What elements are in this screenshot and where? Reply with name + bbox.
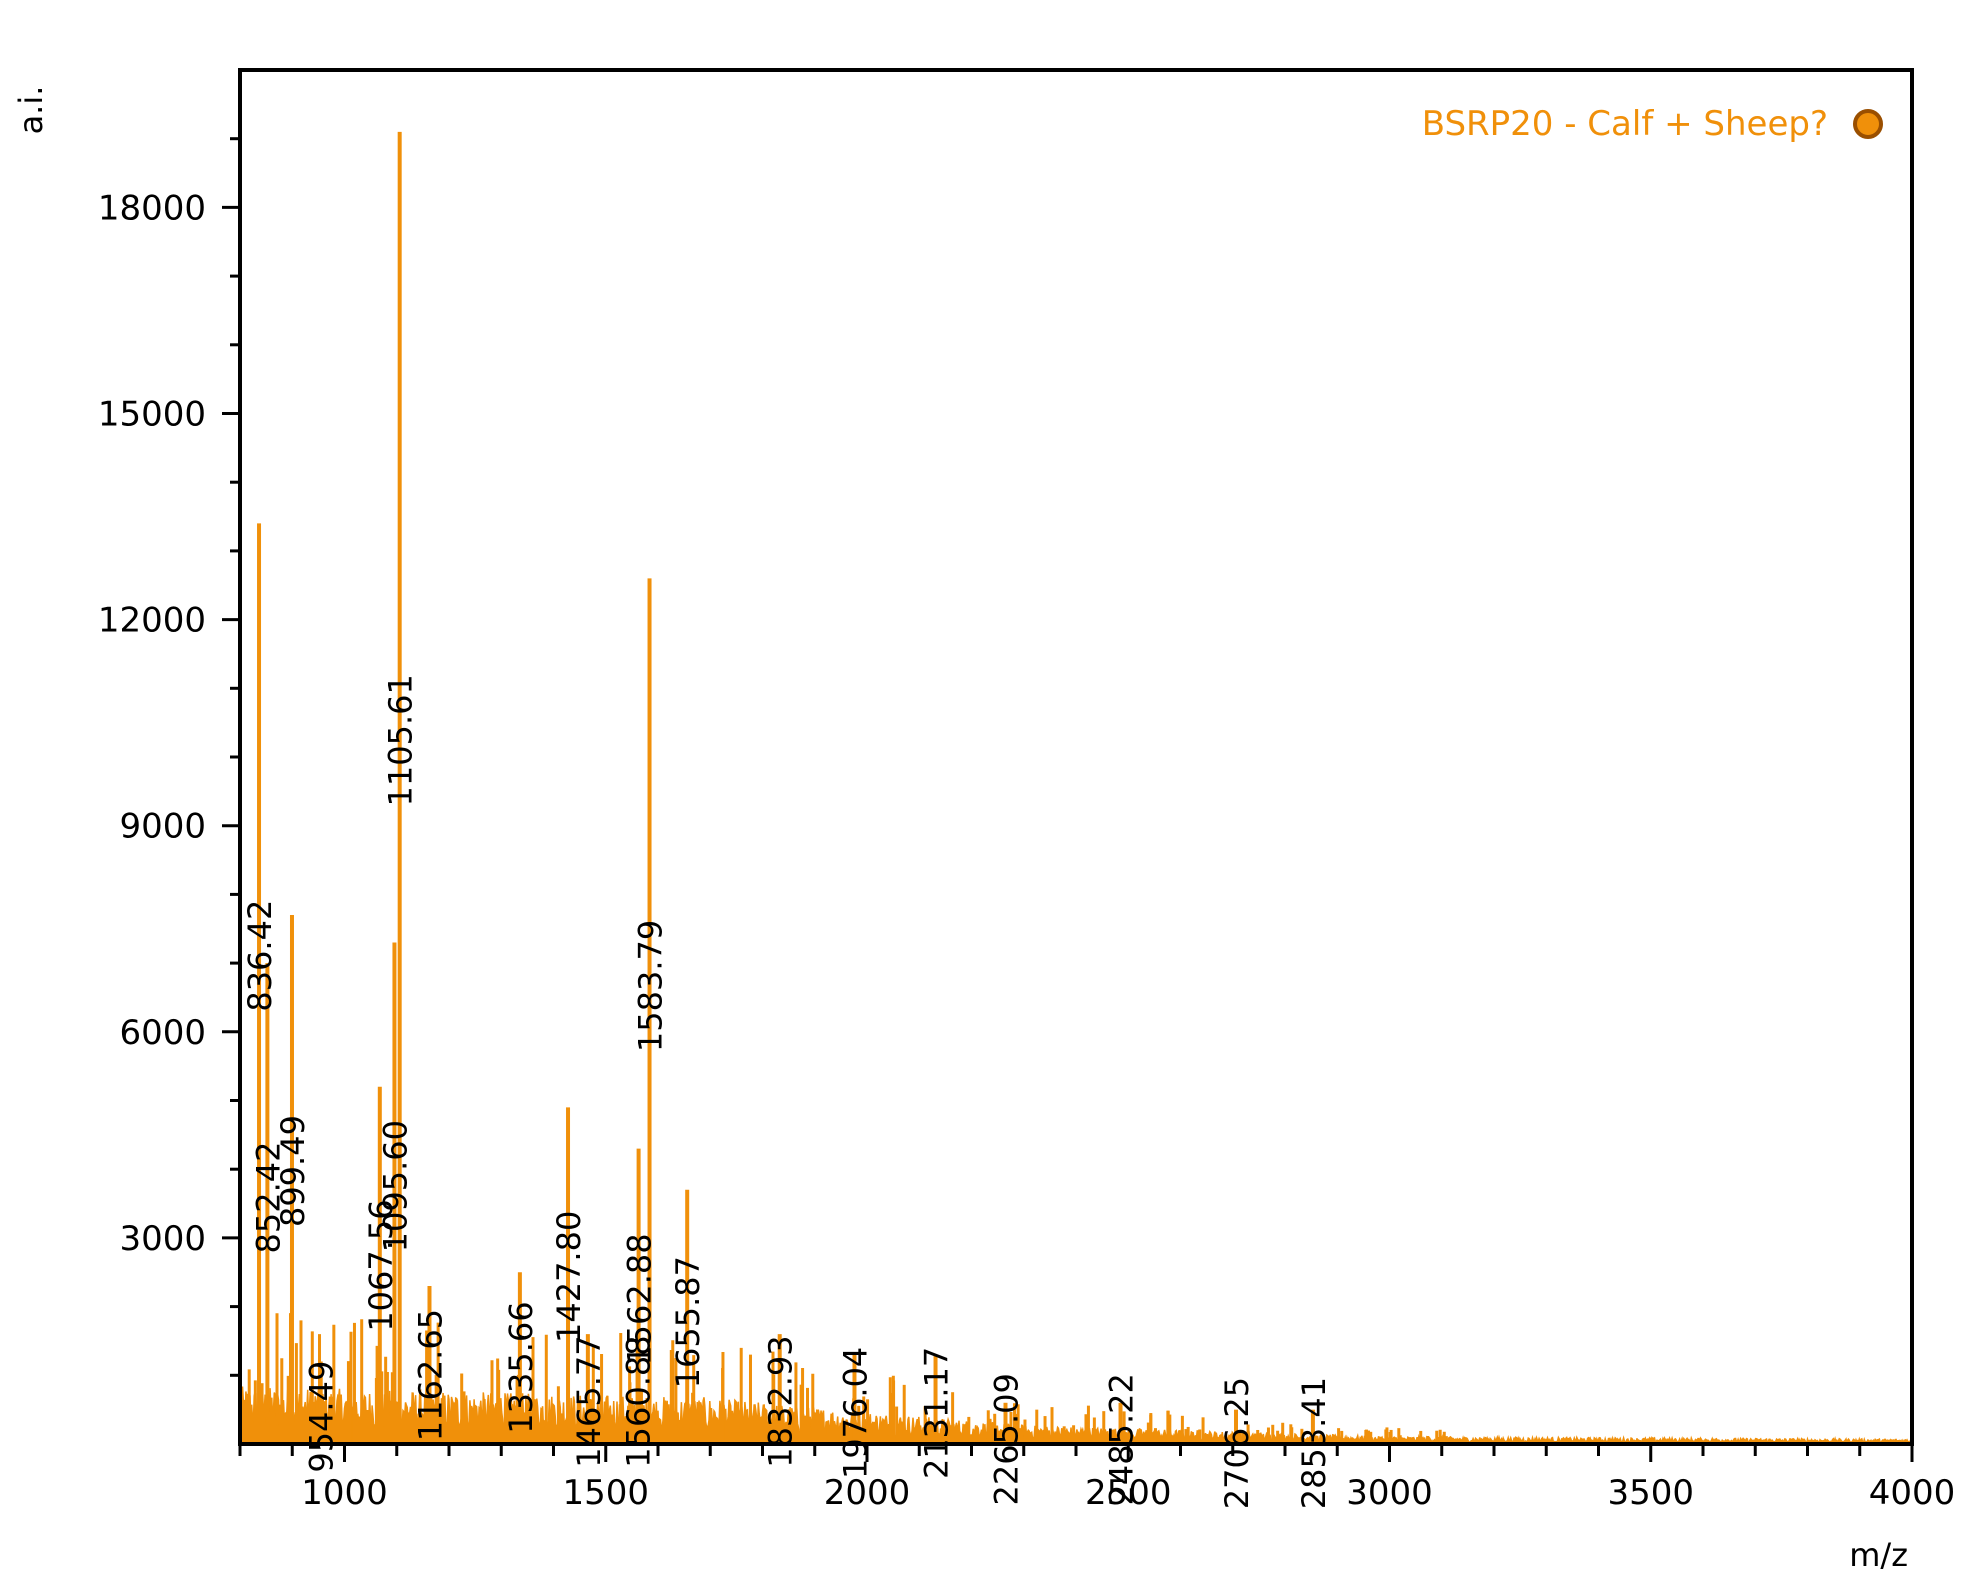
y-tick-label: 6000 <box>119 1013 206 1053</box>
peak-label: 954.49 <box>303 1361 341 1473</box>
y-tick-label: 9000 <box>119 807 206 847</box>
x-tick-label: 1000 <box>301 1473 388 1513</box>
peak-label: 1655.87 <box>669 1256 707 1388</box>
peak-label: 2853.41 <box>1295 1377 1333 1509</box>
peak-label: 1832.93 <box>762 1335 800 1467</box>
axes-group <box>238 68 1914 1446</box>
x-tick-label: 3500 <box>1607 1473 1694 1513</box>
x-tick-label: 2000 <box>824 1473 911 1513</box>
x-axis-label: m/z <box>1849 1536 1908 1574</box>
y-axis: 3000 6000 9000 12000 15000 18000 <box>98 137 240 1377</box>
x-tick-label: 3000 <box>1346 1473 1433 1513</box>
peak-label: 1562.88 <box>621 1233 659 1365</box>
legend: BSRP20 - Calf + Sheep? <box>1422 104 1883 144</box>
peak-label: 1583.79 <box>632 920 670 1052</box>
y-axis-label: a.i. <box>12 86 50 135</box>
peak-label: 1162.65 <box>411 1309 449 1441</box>
y-tick-label: 3000 <box>119 1219 206 1259</box>
peak-label: 1067.56 <box>362 1199 400 1331</box>
x-tick-label: 2500 <box>1085 1473 1172 1513</box>
y-tick-label: 12000 <box>98 601 206 641</box>
peak-label: 1560.88 <box>620 1335 658 1467</box>
peak-label: 1095.60 <box>376 1120 414 1252</box>
peak-label: 852.42 <box>249 1142 287 1254</box>
peak-label: 2485.22 <box>1103 1373 1141 1505</box>
peak-label: 2265.09 <box>988 1373 1026 1505</box>
y-tick-label: 18000 <box>98 188 206 228</box>
peak-label: 1427.80 <box>550 1211 588 1343</box>
plot-frame <box>238 68 1914 1446</box>
legend-marker-icon <box>1853 109 1883 139</box>
peak-label: 1105.61 <box>382 674 420 806</box>
peak-label: 2131.17 <box>918 1347 956 1479</box>
peak-label: 2706.25 <box>1218 1377 1256 1509</box>
x-axis: 1000 1500 2000 2500 3000 3500 4000 <box>238 1444 1956 1513</box>
peak-label: 1335.66 <box>502 1301 540 1433</box>
peaks-group <box>257 131 1315 1444</box>
legend-series-label: BSRP20 - Calf + Sheep? <box>1422 104 1828 144</box>
x-tick-label: 1500 <box>562 1473 649 1513</box>
baseline-noise <box>239 1313 1913 1446</box>
peak-label: 899.49 <box>274 1115 312 1227</box>
x-tick-label: 4000 <box>1869 1473 1956 1513</box>
y-tick-label: 15000 <box>98 395 206 435</box>
peak-label: 1465.77 <box>570 1335 608 1467</box>
peak-label: 836.42 <box>241 900 279 1012</box>
peak-label: 1976.04 <box>836 1347 874 1479</box>
